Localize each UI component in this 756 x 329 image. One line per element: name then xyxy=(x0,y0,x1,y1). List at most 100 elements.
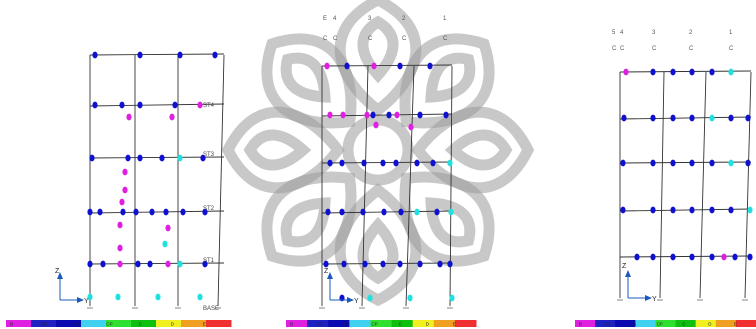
hinge-marker xyxy=(380,159,386,167)
legend-swatch xyxy=(31,320,57,327)
hinge-marker xyxy=(324,62,330,70)
axis-z-label: Z xyxy=(55,268,60,275)
hinge-marker xyxy=(202,260,208,268)
hinge-marker xyxy=(135,260,141,268)
frame-members xyxy=(617,70,752,301)
grid-top-label: 1 xyxy=(729,30,733,36)
story-labels: ST4 ST3 ST2 ST1 BASE xyxy=(203,103,219,312)
grid-labels: 5 4 3 2 1 C C C C C xyxy=(612,30,734,52)
hinge-marker xyxy=(709,68,715,76)
hinge-marker xyxy=(447,260,453,268)
legend-swatch xyxy=(56,320,82,327)
hinge-marker xyxy=(386,111,392,119)
hinge-marker xyxy=(650,159,656,167)
hinge-marker xyxy=(414,208,420,216)
grid-top-label: 1 xyxy=(443,16,447,22)
hinge-marker xyxy=(650,68,656,76)
hinge-marker xyxy=(367,294,373,302)
plastic-hinges xyxy=(87,51,218,301)
legend-swatch xyxy=(131,320,157,327)
hinge-marker xyxy=(119,198,125,206)
grid-top-label: 2 xyxy=(689,30,693,36)
hinge-marker xyxy=(162,240,168,248)
grid-bottom-label: C xyxy=(620,46,625,52)
hinge-marker xyxy=(177,154,183,162)
legend-label: IO xyxy=(605,322,610,327)
grid-bottom-label: C xyxy=(333,36,338,42)
axis-z-label: Z xyxy=(324,268,329,275)
hinge-marker xyxy=(323,260,329,268)
hinge-marker xyxy=(89,154,95,162)
hinge-marker xyxy=(180,208,186,216)
grid-bottom-label: C xyxy=(402,36,407,42)
hinge-marker xyxy=(670,159,676,167)
column-line xyxy=(217,54,225,307)
hinge-marker xyxy=(634,253,640,261)
hinge-marker xyxy=(689,159,695,167)
beam-line xyxy=(89,53,225,56)
hinge-marker xyxy=(728,206,734,214)
legend-label: C xyxy=(399,322,403,327)
beam-line xyxy=(89,262,225,265)
hinge-marker xyxy=(689,253,695,261)
hinge-marker xyxy=(747,206,753,214)
hinge-marker xyxy=(340,111,346,119)
hinge-marker xyxy=(197,293,203,301)
hinge-marker xyxy=(397,62,403,70)
hinge-marker xyxy=(122,168,128,176)
legend-swatch xyxy=(81,320,107,327)
hinge-marker xyxy=(360,208,366,216)
hinge-marker xyxy=(393,159,399,167)
hinge-marker xyxy=(149,208,155,216)
legend-label: CP xyxy=(106,322,112,327)
hinge-marker xyxy=(100,260,106,268)
hinge-marker xyxy=(689,68,695,76)
legend-swatch xyxy=(412,320,435,327)
story-label-st4: ST4 xyxy=(203,103,215,109)
hinge-marker xyxy=(137,154,143,162)
grid-top-label: E xyxy=(323,16,327,22)
hinge-marker xyxy=(117,260,123,268)
story-label-st1: ST1 xyxy=(203,258,215,264)
hinge-marker xyxy=(745,159,751,167)
beam-line xyxy=(89,210,225,214)
hinge-marker xyxy=(137,101,143,109)
hinge-marker xyxy=(407,294,413,302)
hinge-marker xyxy=(344,62,350,70)
hinge-marker xyxy=(327,159,333,167)
legend-label: D xyxy=(171,322,175,327)
color-legend-right: B IO LS CP C D E xyxy=(575,320,756,327)
legend-swatch xyxy=(695,320,717,327)
hinge-marker xyxy=(159,154,165,162)
hinge-marker xyxy=(427,62,433,70)
beam-line xyxy=(619,255,752,258)
hinge-marker xyxy=(137,51,143,59)
grid-bottom-label: C xyxy=(652,46,657,52)
hinge-marker xyxy=(362,260,368,268)
legend-swatch xyxy=(575,320,596,327)
legend-label: CP xyxy=(657,322,663,327)
legend-swatch xyxy=(655,320,677,327)
hinge-marker xyxy=(414,159,420,167)
hinge-marker xyxy=(620,206,626,214)
hinge-marker xyxy=(623,68,629,76)
grid-bottom-label: C xyxy=(612,46,617,52)
hinge-marker xyxy=(122,186,128,194)
legend-swatch xyxy=(391,320,414,327)
grid-bottom-label: C xyxy=(443,36,448,42)
hinge-marker xyxy=(133,208,139,216)
legend-label: B xyxy=(290,322,293,327)
hinge-marker xyxy=(92,101,98,109)
hinge-marker xyxy=(670,68,676,76)
legend-swatch xyxy=(715,320,737,327)
hinge-marker xyxy=(339,208,345,216)
hinge-marker xyxy=(117,244,123,252)
base-label: BASE xyxy=(203,306,219,312)
axis-y-label: Y xyxy=(354,298,359,305)
hinge-marker xyxy=(92,51,98,59)
legend-swatch xyxy=(615,320,636,327)
legend-label: D xyxy=(426,322,430,327)
legend-swatch xyxy=(286,320,308,327)
frame-panel-left: ST4 ST3 ST2 ST1 BASE Z Y B IO LS CP C D E xyxy=(6,51,232,327)
